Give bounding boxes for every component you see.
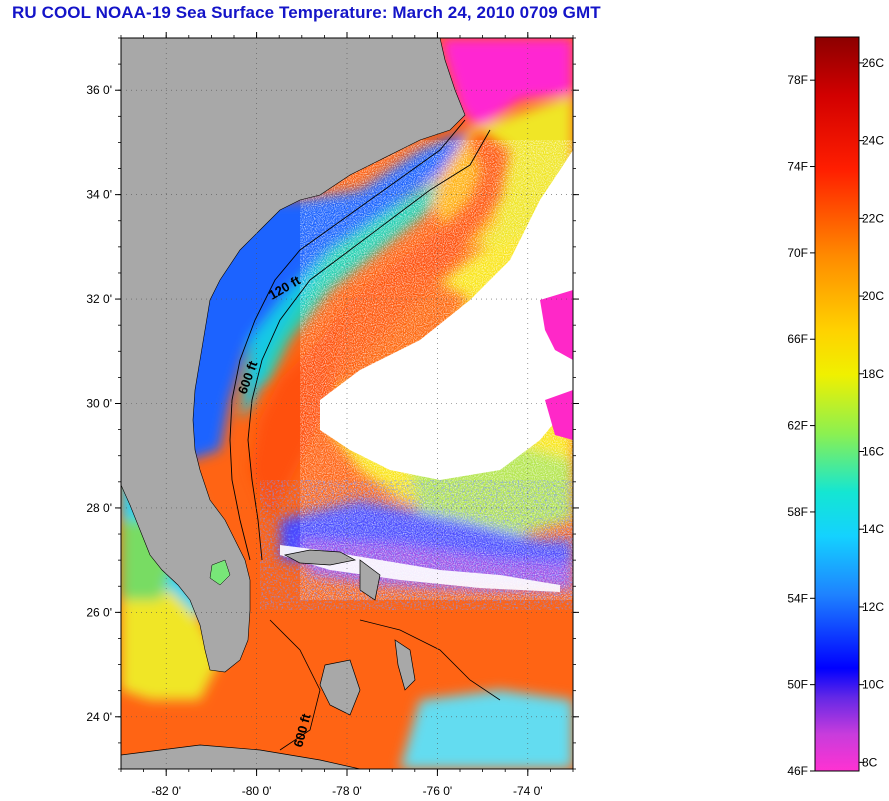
latitude-axis: 36 0' 34 0' 32 0' 30 0' 28 0' 26 0' 24 0' bbox=[86, 37, 579, 770]
lat-tick-label: 34 0' bbox=[86, 188, 112, 202]
cold-pocket-east bbox=[540, 290, 573, 360]
legend-c-label: 20C bbox=[862, 289, 884, 303]
lon-tick-label: -78 0' bbox=[332, 784, 362, 798]
legend-f-label: 78F bbox=[787, 73, 808, 87]
legend-f-label: 74F bbox=[787, 160, 808, 174]
cold-shelf-water bbox=[440, 38, 573, 130]
land-andros bbox=[319, 659, 361, 716]
contour-south bbox=[269, 619, 501, 751]
land-us-mainland bbox=[121, 38, 466, 673]
legend-c-label: 18C bbox=[862, 367, 884, 381]
legend-fahrenheit-scale: 78F 74F 70F 66F 62F 58F 54F 50F 46F bbox=[787, 73, 815, 778]
land-grand-bahama bbox=[283, 549, 357, 566]
lon-tick-label: -82 0' bbox=[151, 784, 181, 798]
graticule bbox=[121, 38, 573, 769]
contour-600ft bbox=[247, 129, 491, 561]
lat-tick-label: 32 0' bbox=[86, 292, 112, 306]
land-lake-okeechobee bbox=[209, 559, 231, 586]
cloud-streak-bahamas bbox=[280, 545, 560, 592]
legend-c-label: 22C bbox=[862, 211, 884, 225]
legend-celsius-scale: 26C 24C 22C 20C 18C 16C 14C 12C 10C 8C bbox=[859, 56, 884, 769]
legend-color-bar bbox=[814, 36, 860, 772]
land-abaco bbox=[359, 559, 381, 601]
legend-c-label: 14C bbox=[862, 522, 884, 536]
southeast-cyan bbox=[400, 690, 573, 769]
lon-tick-label: -74 0' bbox=[513, 784, 543, 798]
contour-120ft bbox=[229, 119, 466, 561]
gulf-yellow bbox=[121, 590, 220, 700]
legend-c-label: 26C bbox=[862, 56, 884, 70]
legend-f-label: 54F bbox=[787, 591, 808, 605]
legend-f-label: 66F bbox=[787, 332, 808, 346]
legend-c-label: 16C bbox=[862, 444, 884, 458]
lon-tick-label: -80 0' bbox=[242, 784, 272, 798]
legend-f-label: 62F bbox=[787, 419, 808, 433]
map-title: RU COOL NOAA-19 Sea Surface Temperature:… bbox=[12, 3, 601, 22]
legend-c-label: 24C bbox=[862, 134, 884, 148]
land-eleuthera bbox=[394, 639, 416, 691]
legend-c-label: 10C bbox=[862, 678, 884, 692]
lon-tick-label: -76 0' bbox=[423, 784, 453, 798]
lat-tick-label: 36 0' bbox=[86, 83, 112, 97]
legend-c-label: 8C bbox=[862, 755, 878, 769]
lat-tick-label: 30 0' bbox=[86, 397, 112, 411]
legend-f-label: 46F bbox=[787, 764, 808, 778]
legend-c-label: 12C bbox=[862, 600, 884, 614]
legend-f-label: 70F bbox=[787, 246, 808, 260]
lat-tick-label: 28 0' bbox=[86, 501, 112, 515]
longitude-axis: -82 0' -80 0' -78 0' -76 0' -74 0' bbox=[120, 32, 574, 798]
legend-f-label: 50F bbox=[787, 678, 808, 692]
cold-pocket-east-2 bbox=[545, 390, 573, 440]
land-cuba-edge bbox=[121, 744, 361, 769]
lat-tick-label: 24 0' bbox=[86, 710, 112, 724]
shelf-cyan-band bbox=[240, 255, 330, 420]
lat-tick-label: 26 0' bbox=[86, 605, 112, 619]
legend-f-label: 58F bbox=[787, 505, 808, 519]
